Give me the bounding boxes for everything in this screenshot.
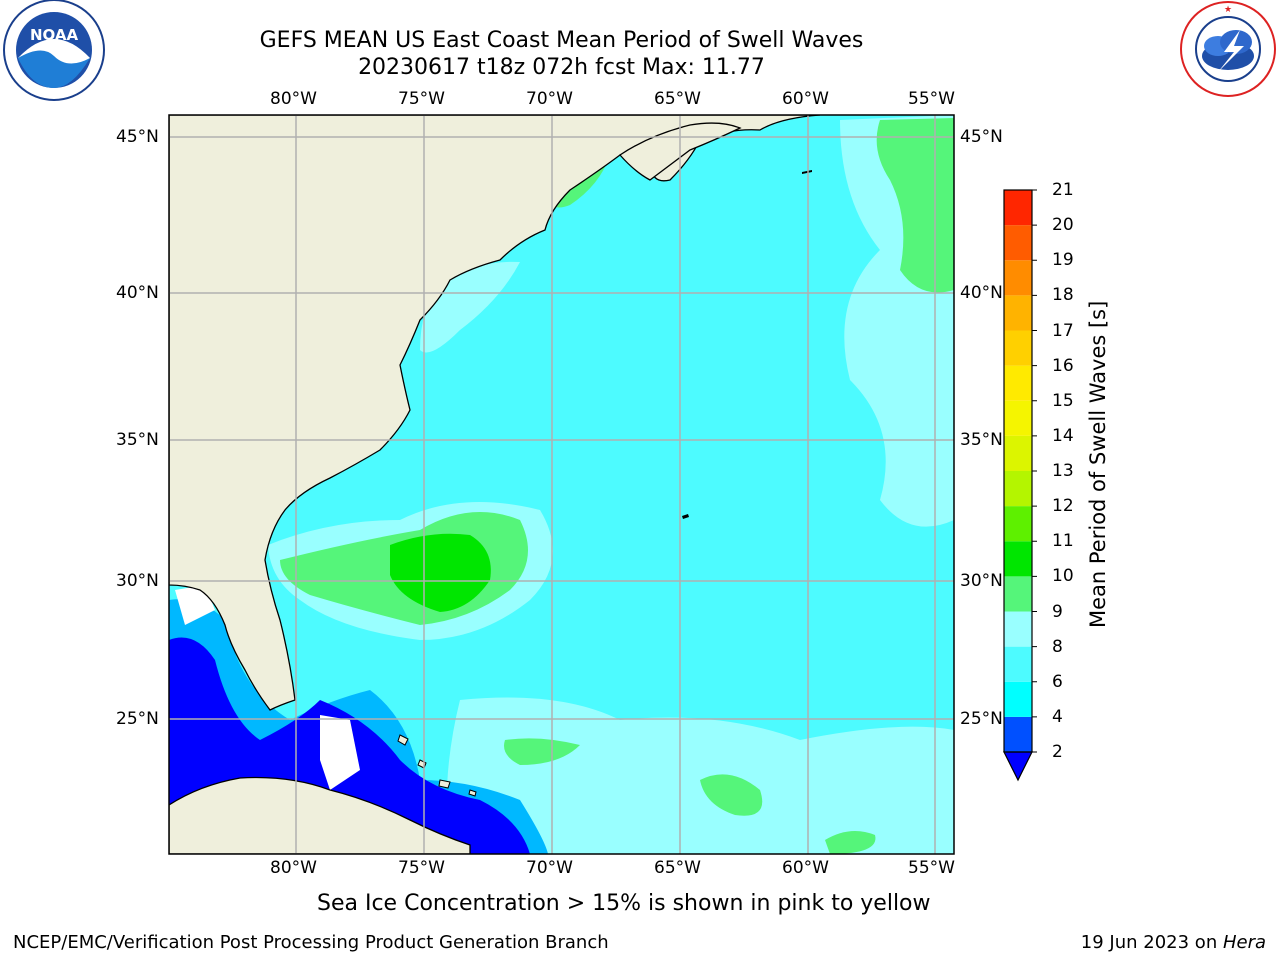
colorbar-tick-label: 21 [1052,180,1074,200]
colorbar-segment [1004,400,1032,436]
colorbar-tick-label: 10 [1052,566,1074,587]
swell-patch-bahamas [504,738,580,765]
footer-right: 19 Jun 2023 on Hera [1081,932,1266,954]
nws-logo: ★ [1178,0,1278,100]
colorbar-tick-label: 12 [1052,496,1074,517]
colorbar-tick-label: 13 [1052,461,1074,481]
land-sable-island [802,170,812,174]
sea-ice-note: Sea Ice Concentration > 15% is shown in … [317,891,931,916]
land-cuba [169,776,471,854]
lon-label-bottom: 55°W [908,858,955,878]
colorbar-tick-label: 4 [1052,706,1063,727]
lat-label-left: 30°N [116,571,159,591]
swell-band-south [446,697,954,854]
colorbar-tick-label: 6 [1052,671,1063,692]
lat-label-left: 35°N [116,430,159,450]
gridlines [169,115,954,854]
colorbar-segment [1004,225,1032,261]
colorbar-segment [1004,611,1032,647]
colorbar-segment [1004,295,1032,331]
colorbar-tick-label: 16 [1052,355,1074,376]
lat-label-left: 45°N [116,127,159,147]
lon-label-top: 75°W [398,89,445,109]
lon-label-bottom: 75°W [398,858,445,878]
lon-label-bottom: 70°W [526,858,573,878]
colorbar-tick-label: 15 [1052,390,1074,411]
lon-label-bottom: 60°W [782,858,829,878]
map-title-line1: GEFS MEAN US East Coast Mean Period of S… [259,28,864,53]
lat-label-right: 45°N [960,127,1003,147]
colorbar-tick-label: 18 [1052,285,1074,306]
lat-label-left: 25°N [116,709,159,729]
colorbar-tick-label: 19 [1052,250,1074,271]
lon-label-top: 55°W [908,89,955,109]
colorbar-segment [1004,365,1032,401]
lon-label-top: 65°W [654,89,701,109]
colorbar [996,180,1056,790]
colorbar-tick-label: 17 [1052,320,1074,341]
no-data-patch [175,585,215,625]
colorbar-tick-label: 8 [1052,636,1063,657]
colorbar-segment [1004,681,1032,717]
lon-label-top: 80°W [270,89,317,109]
map-frame [168,114,955,855]
colorbar-segment [1004,330,1032,366]
swell-patch-south [700,774,763,816]
colorbar-ticks: 2 4 6 8 9 10 11 12 13 14 15 16 17 18 19 20 21 [1052,180,1092,780]
colorbar-segment [1004,541,1032,577]
colorbar-segment [1004,190,1032,226]
lon-label-top: 70°W [526,89,573,109]
colorbar-title: Mean Period of Swell Waves [s] [1086,300,1110,628]
lat-label-right: 35°N [960,430,1003,450]
lat-label-left: 40°N [116,283,159,303]
lon-label-top: 60°W [782,89,829,109]
lon-label-bottom: 65°W [654,858,701,878]
colorbar-tick-label: 14 [1052,425,1074,446]
swell-core [390,533,491,612]
colorbar-segment [1004,576,1032,612]
colorbar-tick-label: 9 [1052,601,1063,622]
colorbar-tick-label: 20 [1052,215,1074,236]
lat-label-right: 30°N [960,571,1003,591]
lon-label-bottom: 80°W [270,858,317,878]
colorbar-segment [1004,260,1032,296]
footer-date: 19 Jun 2023 on [1080,932,1223,953]
noaa-logo: NOAA [2,0,106,104]
land-bermuda [682,514,689,519]
noaa-logo-text: NOAA [30,26,79,44]
colorbar-segment [1004,471,1032,507]
no-data-patch [320,715,360,790]
colorbar-tick-label: 11 [1052,531,1074,552]
footer-left: NCEP/EMC/Verification Post Processing Pr… [13,932,609,953]
colorbar-segment [1004,506,1032,542]
colorbar-under-arrow [1003,751,1033,782]
swell-patch-se [825,831,876,854]
colorbar-tick-label: 2 [1052,742,1063,762]
footer-machine: Hera [1222,932,1266,953]
colorbar-segment [1004,435,1032,471]
lat-label-right: 25°N [960,709,1003,729]
svg-text:★: ★ [1224,5,1232,15]
colorbar-segment [1004,716,1032,752]
lat-label-right: 40°N [960,283,1003,303]
colorbar-segment [1004,646,1032,682]
map-title-line2: 20230617 t18z 072h fcst Max: 11.77 [358,55,765,80]
